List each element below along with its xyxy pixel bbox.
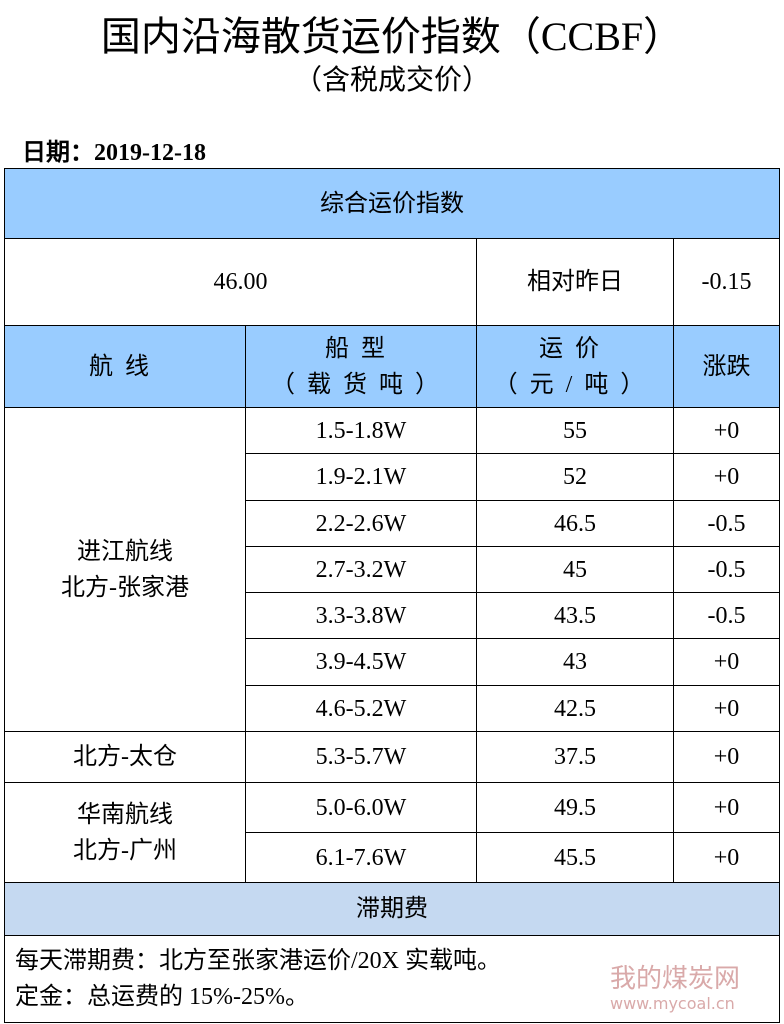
index-value: 46.00 bbox=[4, 238, 477, 326]
cell-text: 43 bbox=[563, 649, 587, 675]
cell-text: 45 bbox=[563, 556, 587, 583]
route: 进江航线北方-张家港 bbox=[4, 407, 246, 732]
column-header: 运价 （元/吨） bbox=[476, 325, 674, 408]
change-value: -0.15 bbox=[673, 238, 780, 326]
cell-text: +0 bbox=[713, 464, 740, 490]
cell-text: 3.3-3.8W bbox=[315, 602, 407, 629]
change: +0 bbox=[673, 685, 780, 732]
cell-text: 定金：总运费的 15%-25%。 bbox=[15, 984, 309, 1010]
cell-text: +0 bbox=[713, 744, 740, 770]
cell-text: 45.5 bbox=[554, 844, 596, 871]
cell-text: 49.5 bbox=[554, 794, 596, 821]
change-label: 相对昨日 bbox=[476, 238, 674, 326]
change: +0 bbox=[673, 453, 780, 501]
column-header: 涨跌 bbox=[673, 325, 780, 408]
cell-text: 北方-太仓 bbox=[73, 744, 177, 770]
watermark-name: 我的煤炭网 bbox=[610, 964, 741, 994]
change: +0 bbox=[673, 638, 780, 686]
cell-text: +0 bbox=[713, 844, 740, 871]
ship-type: 3.9-4.5W bbox=[245, 638, 477, 686]
cell-text: 43.5 bbox=[554, 602, 596, 629]
subtitle: （含税成交价） bbox=[293, 65, 490, 96]
cell-text: 55 bbox=[563, 417, 587, 444]
cell-text: 5.3-5.7W bbox=[315, 744, 407, 770]
section-title: 综合运价指数 bbox=[4, 168, 780, 239]
cell-text: 滞期费 bbox=[356, 896, 428, 922]
cell-text: 2.7-3.2W bbox=[315, 556, 407, 583]
cell-text: 42.5 bbox=[554, 695, 596, 722]
date: 日期：2019-12-18 bbox=[22, 140, 206, 166]
freight: 46.5 bbox=[476, 500, 674, 547]
cell-text: （元/吨） bbox=[493, 371, 657, 398]
cell-text: 涨跌 bbox=[702, 353, 751, 380]
cell-text: 2.2-2.6W bbox=[315, 510, 407, 537]
ship-type: 4.6-5.2W bbox=[245, 685, 477, 732]
ship-type: 6.1-7.6W bbox=[245, 832, 477, 883]
cell-text: 4.6-5.2W bbox=[315, 695, 407, 722]
cell-text: 1.9-2.1W bbox=[315, 464, 407, 490]
cell-text: 综合运价指数 bbox=[320, 190, 464, 217]
title: 国内沿海散货运价指数（CCBF） bbox=[100, 14, 684, 59]
freight: 37.5 bbox=[476, 731, 674, 783]
cell-text: 航线 bbox=[89, 353, 161, 380]
cell-text: +0 bbox=[713, 695, 740, 722]
cell-text: -0.5 bbox=[707, 602, 746, 629]
route: 华南航线北方-广州 bbox=[4, 782, 246, 883]
cell-text: 每天滞期费：北方至张家港运价/20X 实载吨。 bbox=[15, 948, 501, 974]
freight: 42.5 bbox=[476, 685, 674, 732]
change: -0.5 bbox=[673, 500, 780, 547]
freight: 45.5 bbox=[476, 832, 674, 883]
cell-text: 船型 bbox=[325, 335, 397, 362]
change: -0.5 bbox=[673, 592, 780, 639]
cell-text: 北方-广州 bbox=[73, 837, 177, 864]
cell-text: 5.0-6.0W bbox=[315, 794, 407, 821]
freight: 55 bbox=[476, 407, 674, 454]
cell-text: 37.5 bbox=[554, 744, 596, 770]
cell-text: 运价 bbox=[539, 335, 611, 362]
change: +0 bbox=[673, 832, 780, 883]
notes: 每天滞期费：北方至张家港运价/20X 实载吨。 定金：总运费的 15%-25%。 bbox=[4, 935, 780, 1023]
cell-text: 华南航线 bbox=[77, 801, 173, 828]
ship-type: 1.9-2.1W bbox=[245, 453, 477, 501]
demurrage-title: 滞期费 bbox=[4, 882, 780, 936]
cell-text: +0 bbox=[713, 649, 740, 675]
column-header: 航线 bbox=[4, 325, 246, 408]
freight: 43 bbox=[476, 638, 674, 686]
change: +0 bbox=[673, 782, 780, 833]
cell-text: 3.9-4.5W bbox=[315, 649, 407, 675]
column-header: 船型 （载货吨） bbox=[245, 325, 477, 408]
ship-type: 5.0-6.0W bbox=[245, 782, 477, 833]
cell-text: 1.5-1.8W bbox=[315, 417, 407, 444]
freight: 43.5 bbox=[476, 592, 674, 639]
change: +0 bbox=[673, 731, 780, 783]
freight: 49.5 bbox=[476, 782, 674, 833]
cell-text: -0.5 bbox=[707, 556, 746, 583]
freight: 52 bbox=[476, 453, 674, 501]
cell-text: （载货吨） bbox=[271, 371, 451, 398]
ship-type: 2.2-2.6W bbox=[245, 500, 477, 547]
cell-text: 相对昨日 bbox=[527, 269, 623, 295]
watermark-url: www.mycoal.cn bbox=[610, 994, 735, 1013]
route: 北方-太仓 bbox=[4, 731, 246, 783]
cell-text: 46.00 bbox=[213, 269, 268, 295]
cell-text: -0.15 bbox=[701, 269, 752, 295]
cell-text: -0.5 bbox=[707, 510, 746, 537]
cell-text: 46.5 bbox=[554, 510, 596, 537]
cell-text: 52 bbox=[563, 464, 587, 490]
change: +0 bbox=[673, 407, 780, 454]
ship-type: 1.5-1.8W bbox=[245, 407, 477, 454]
cell-text: 6.1-7.6W bbox=[315, 844, 407, 871]
cell-text: 北方-张家港 bbox=[61, 574, 189, 601]
change: -0.5 bbox=[673, 546, 780, 593]
cell-text: 进江航线 bbox=[77, 538, 173, 565]
ship-type: 3.3-3.8W bbox=[245, 592, 477, 639]
freight: 45 bbox=[476, 546, 674, 593]
ship-type: 2.7-3.2W bbox=[245, 546, 477, 593]
ship-type: 5.3-5.7W bbox=[245, 731, 477, 783]
cell-text: +0 bbox=[713, 794, 740, 821]
cell-text: +0 bbox=[713, 417, 740, 444]
